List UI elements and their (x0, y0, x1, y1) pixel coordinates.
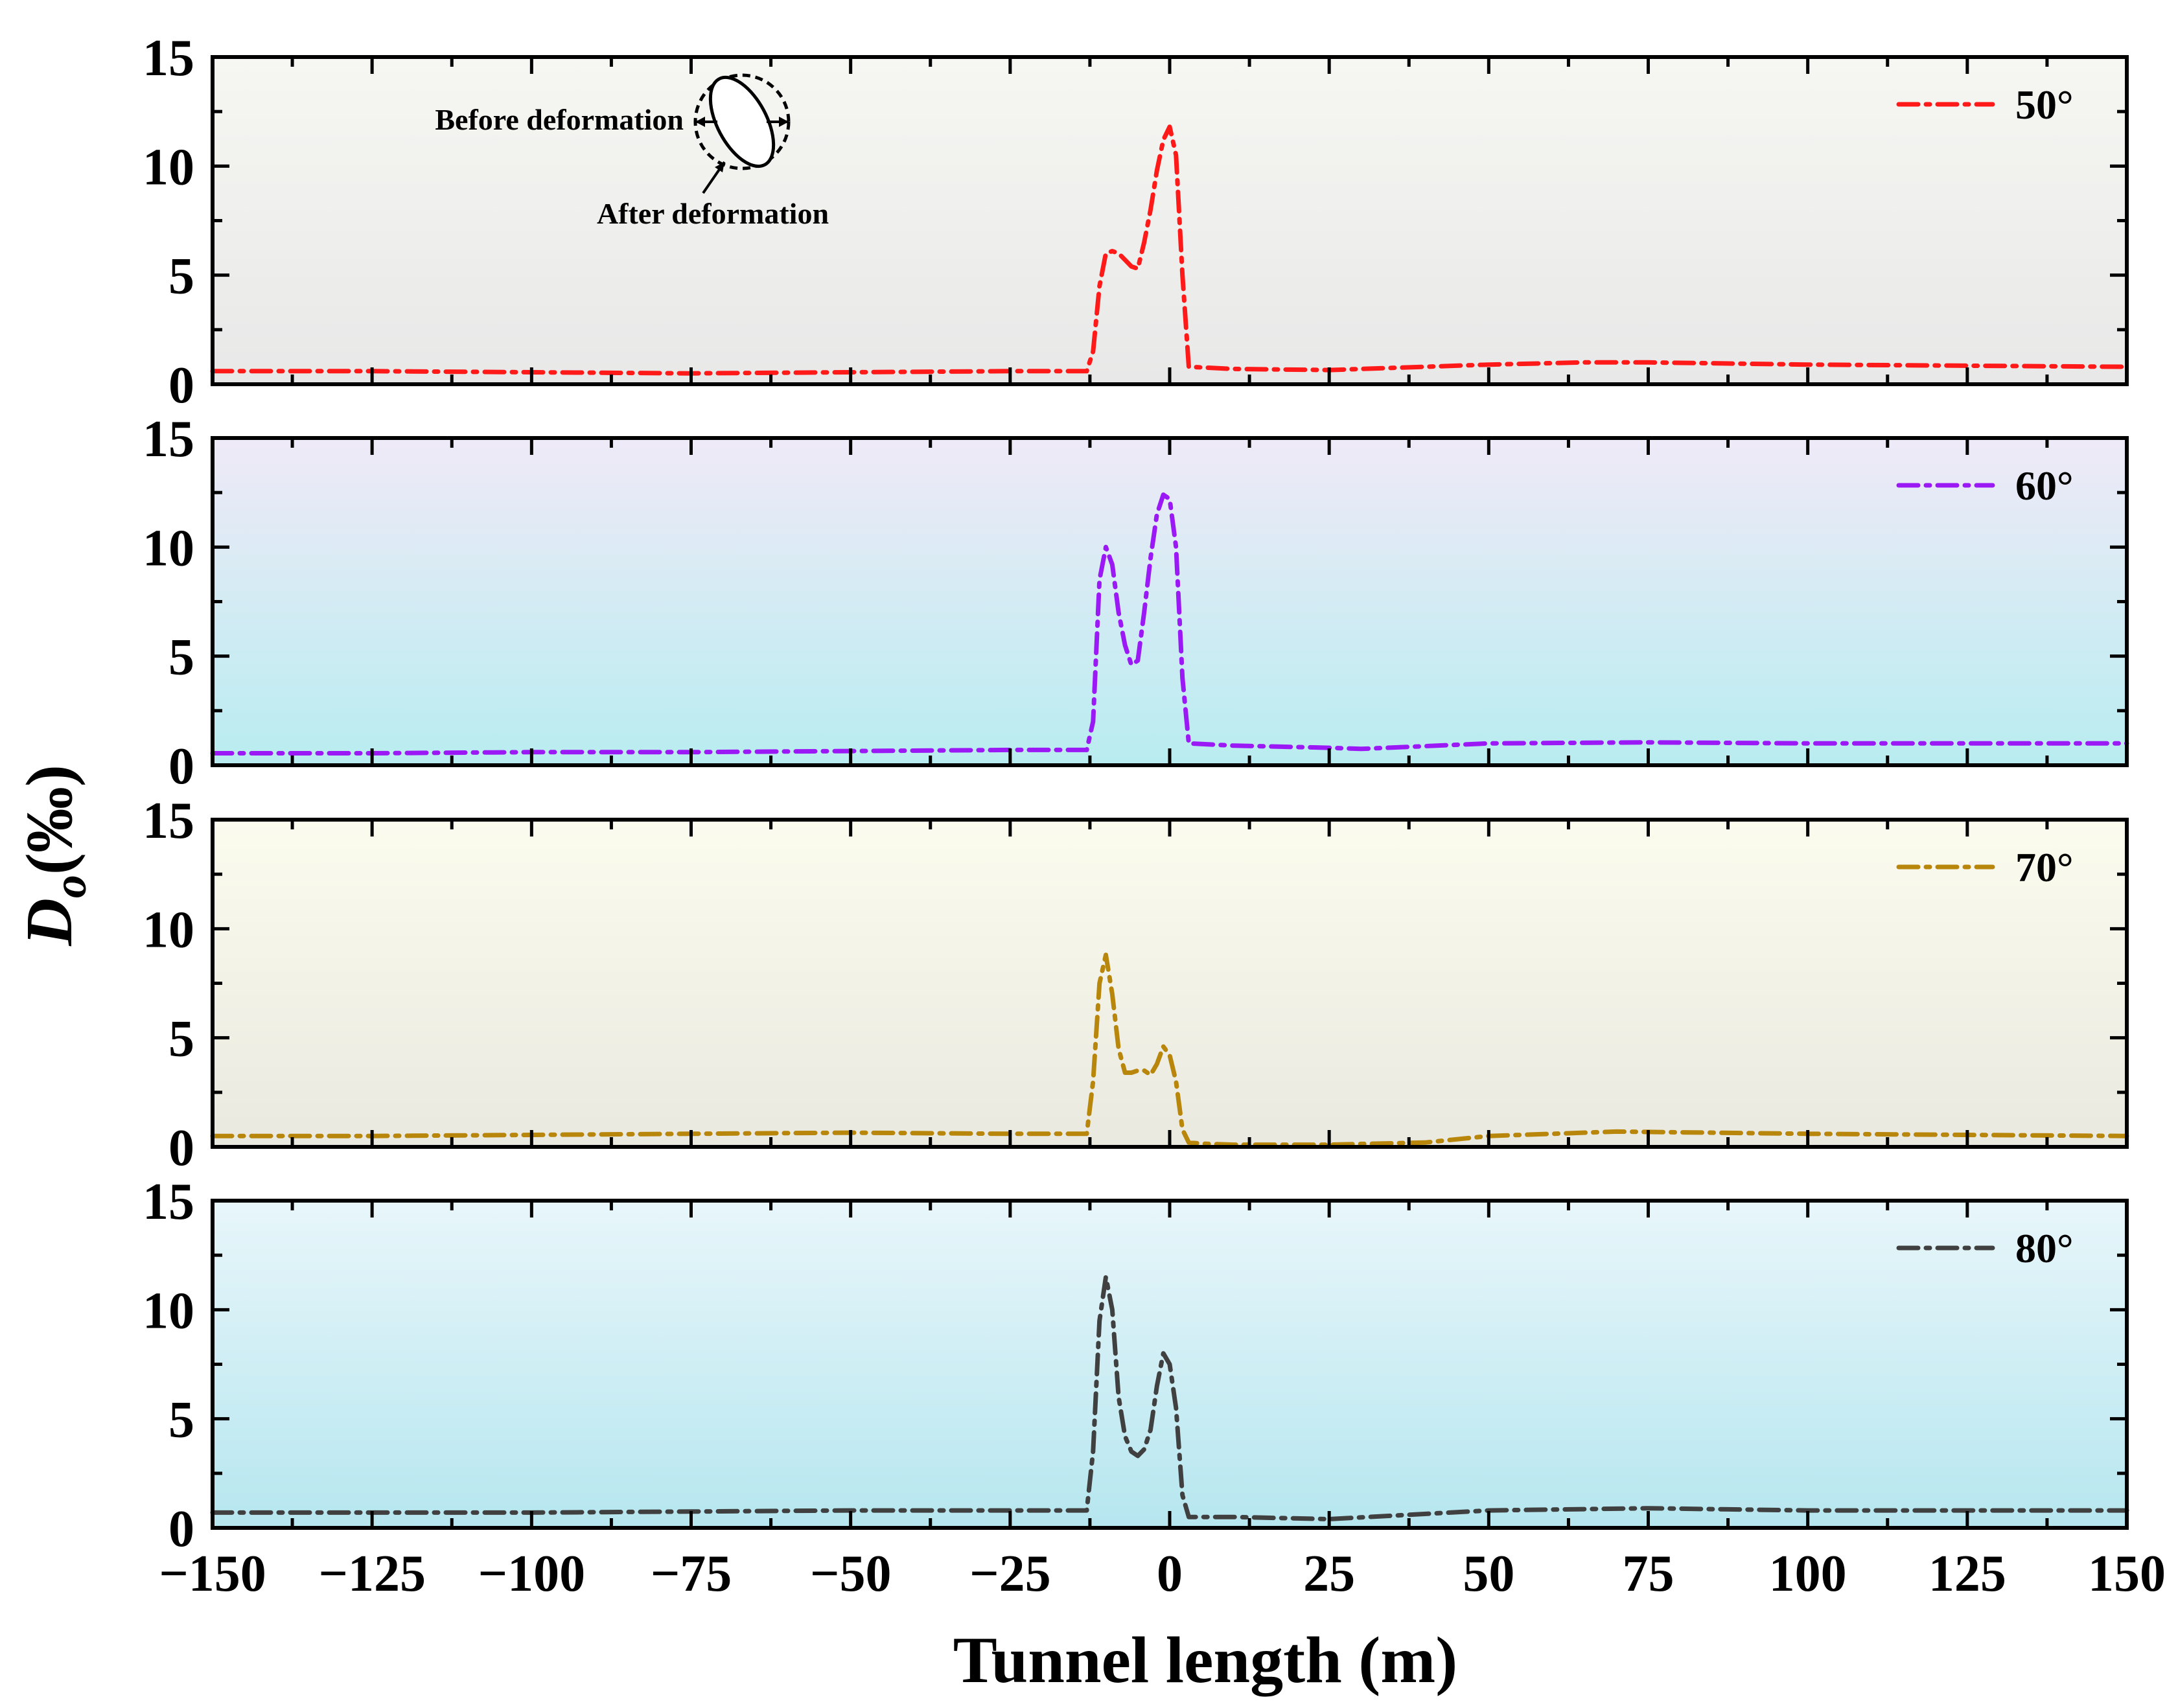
panel-background (213, 820, 2127, 1147)
y-axis-title: Do(‰) (13, 765, 96, 947)
y-tick-label: 10 (143, 520, 194, 577)
x-axis-title: Tunnel length (m) (953, 1624, 1457, 1697)
panel-3: 0 5 10 15 80° (143, 1173, 2129, 1558)
y-tick-label: 5 (168, 1392, 194, 1449)
x-tick-labels: −150 −125 −100 −75 −50 −25 0 25 50 75 100 125 150 (159, 1545, 2166, 1602)
x-tick-label: −50 (810, 1545, 892, 1602)
y-tick-label: 5 (168, 629, 194, 686)
x-tick-label: −150 (159, 1545, 266, 1602)
annot-arrowhead-right (779, 117, 789, 127)
y-axis-title-unit: (‰) (13, 765, 86, 875)
x-tick-label: −125 (318, 1545, 426, 1602)
y-tick-label: 15 (143, 411, 194, 468)
panel-1: 0 5 10 15 60° (143, 411, 2129, 795)
y-tick-label: 15 (143, 792, 194, 849)
y-tick-label: 0 (168, 357, 194, 414)
y-tick-label: 15 (143, 1173, 194, 1230)
x-tick-label: 25 (1303, 1545, 1355, 1602)
x-tick-label: −100 (478, 1545, 586, 1602)
y-tick-label: 5 (168, 248, 194, 305)
chart-panels: 0 5 10 15 50° 0 5 10 15 60° 0 5 10 15 70° 0 5 10 15 80° −150… (143, 30, 2166, 1602)
y-tick-label: 0 (168, 1120, 194, 1177)
y-tick-label: 15 (143, 30, 194, 87)
panel-2: 0 5 10 15 70° (143, 792, 2129, 1177)
annot-pointer-head (715, 162, 724, 172)
x-tick-label: −75 (651, 1545, 732, 1602)
x-tick-label: −25 (969, 1545, 1051, 1602)
after-deformation-ellipse (708, 75, 776, 168)
panel-0: 0 5 10 15 50° (143, 30, 2129, 414)
y-axis-title-main: D (13, 898, 86, 947)
legend-label-3: 80° (2015, 1225, 2074, 1271)
x-tick-label: 75 (1623, 1545, 1674, 1602)
panel-background (213, 438, 2127, 765)
x-tick-label: 100 (1769, 1545, 1847, 1602)
y-axis-title-sub: o (44, 875, 96, 898)
x-tick-label: 50 (1463, 1545, 1514, 1602)
y-tick-label: 5 (168, 1011, 194, 1068)
panel-background (213, 57, 2127, 384)
y-tick-label: 10 (143, 901, 194, 958)
series-line-3 (210, 1275, 2129, 1521)
legend-label-1: 60° (2015, 463, 2074, 509)
y-tick-label: 10 (143, 139, 194, 196)
y-tick-label: 0 (168, 738, 194, 795)
y-tick-label: 10 (143, 1282, 194, 1339)
x-tick-label: 0 (1157, 1545, 1183, 1602)
legend-label-0: 50° (2015, 82, 2074, 128)
x-tick-label: 125 (1929, 1545, 2006, 1602)
x-tick-label: 150 (2088, 1545, 2166, 1602)
legend-label-2: 70° (2015, 844, 2074, 890)
y-tick-label: 0 (168, 1501, 194, 1558)
before-deformation-label: Before deformation (435, 103, 684, 136)
deformation-inset: Before deformation After deformation (435, 73, 829, 230)
annot-arrowhead-left (695, 117, 705, 127)
after-deformation-label: After deformation (597, 197, 829, 230)
